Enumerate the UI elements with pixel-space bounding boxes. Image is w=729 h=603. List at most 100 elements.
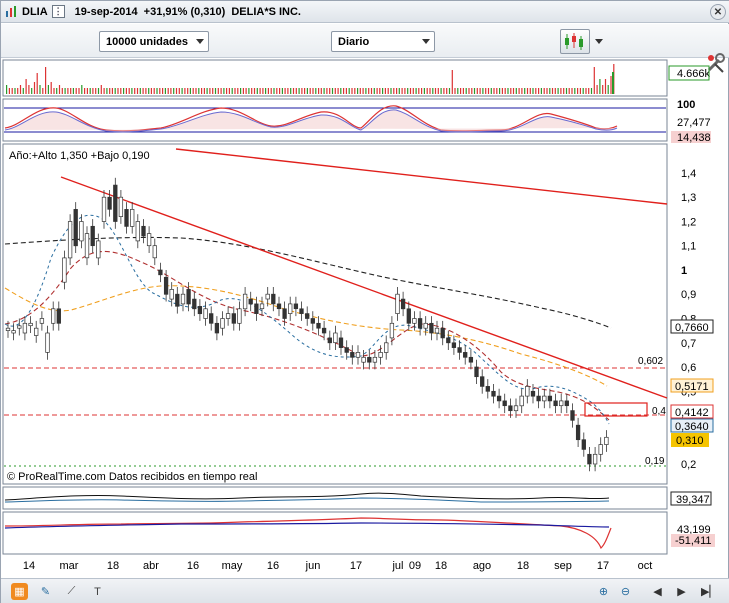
candle-body	[327, 337, 332, 344]
volume-bar	[524, 88, 526, 94]
scroll-right-icon[interactable]: ▶	[677, 586, 686, 598]
volume-bar	[70, 88, 72, 94]
volume-bar	[568, 88, 570, 94]
macd-panel[interactable]	[2, 486, 668, 510]
candle-body	[468, 356, 474, 363]
candle-body	[367, 356, 372, 363]
volume-bar	[315, 88, 317, 94]
chart-area[interactable]: 4.666k 100 27,477 14,438 1,4 1,3 1,2 1,1 1 0,…	[1, 58, 729, 578]
volume-bar	[607, 85, 609, 94]
volume-bar	[206, 88, 208, 94]
level-04-badge	[670, 404, 714, 419]
zoom-in-icon[interactable]: ⊕	[598, 586, 609, 598]
volume-bar	[131, 88, 133, 94]
volume-bar	[150, 88, 152, 94]
volume-bar	[175, 88, 178, 94]
volume-bar	[590, 88, 593, 94]
volume-bar	[409, 88, 412, 94]
volume-bar	[292, 88, 295, 94]
candle-body	[508, 405, 513, 412]
candle-body	[79, 221, 84, 242]
candle-body	[384, 342, 389, 353]
price-zone-box[interactable]	[584, 402, 648, 417]
pencil-icon[interactable]: ✎	[40, 586, 51, 598]
momentum-panel[interactable]	[2, 511, 668, 555]
candle-body	[406, 308, 411, 324]
volume-bar	[111, 88, 113, 94]
candle-body	[293, 303, 299, 310]
zoom-out-icon[interactable]: ⊖	[620, 586, 631, 598]
volume-bar	[418, 88, 420, 94]
wrench-icon[interactable]	[705, 50, 727, 76]
volume-bar	[189, 88, 191, 94]
units-select[interactable]: 10000 unidades	[99, 31, 209, 52]
level-04-label: 0,4	[652, 406, 666, 417]
price-tick-label: 1,1	[681, 241, 696, 253]
scroll-end-icon[interactable]: ▶▏	[701, 586, 718, 598]
volume-bar	[203, 88, 205, 94]
macd-line	[4, 492, 610, 501]
stoch-d-line	[4, 109, 618, 133]
volume-bar	[187, 88, 189, 94]
volume-bar	[128, 88, 130, 94]
volume-bar	[279, 88, 281, 94]
candle-body	[338, 337, 344, 348]
candle-body	[434, 327, 440, 334]
volume-bar	[153, 88, 155, 94]
volume-bar	[412, 88, 414, 94]
volume-bar	[31, 88, 33, 94]
candle-body	[225, 313, 231, 319]
candle-body	[197, 306, 203, 315]
candle-body	[547, 395, 553, 402]
date-label: 19-sep-2014	[74, 5, 138, 18]
last-price-value: 0,310	[676, 435, 704, 447]
candle-body	[118, 196, 124, 217]
downtrend-line[interactable]	[60, 176, 668, 399]
volume-bar	[610, 76, 612, 94]
candle-body	[45, 332, 50, 353]
volume-bar	[223, 88, 225, 94]
candle-body	[344, 347, 349, 353]
text-tool-icon[interactable]: T	[94, 585, 101, 598]
chart-type-dropdown[interactable]	[592, 29, 606, 54]
candle-body	[192, 298, 197, 310]
volume-bar	[290, 88, 292, 94]
volume-bar	[334, 88, 336, 94]
x-axis-label: 09	[409, 560, 421, 572]
volume-bar	[535, 88, 537, 94]
price-tick-label: 0,6	[681, 362, 696, 374]
layout-icon[interactable]: ▦	[11, 583, 28, 600]
stoch-value2-badge	[671, 131, 711, 143]
candle-body	[203, 308, 208, 319]
scroll-left-icon[interactable]: ◀	[653, 586, 662, 598]
close-icon[interactable]: ✕	[710, 4, 726, 20]
volume-bar	[139, 88, 141, 94]
volume-bar	[582, 88, 584, 94]
macd-signal-line	[4, 497, 610, 503]
chart-type-button[interactable]	[560, 29, 590, 54]
volume-bar	[549, 88, 551, 94]
volume-bar	[22, 88, 24, 94]
price-tick-label: 0,7	[681, 338, 696, 350]
volume-bar	[192, 88, 194, 94]
ma-short-value: 0,3640	[675, 421, 709, 433]
volume-bar	[33, 82, 36, 94]
volume-bar	[596, 85, 598, 94]
candle-body	[525, 386, 530, 397]
candle-body	[135, 221, 140, 242]
momentum-value2-badge	[671, 534, 715, 547]
volume-bar	[482, 88, 484, 94]
stoch-top-label: 100	[677, 99, 695, 111]
volume-bar	[393, 88, 395, 94]
period-select[interactable]: Diario	[331, 31, 435, 52]
volume-bar	[212, 88, 214, 94]
volume-bar	[58, 85, 61, 94]
link-toggle[interactable]: ⋮	[51, 5, 65, 18]
price-tick-label: 1,2	[681, 217, 696, 229]
candle-body	[485, 386, 490, 392]
line-tool-icon[interactable]: ⟋	[67, 585, 76, 597]
long-trend-line[interactable]	[175, 148, 668, 205]
candle-body	[395, 293, 400, 314]
volume-bar	[320, 88, 322, 94]
candle-body	[299, 308, 304, 314]
